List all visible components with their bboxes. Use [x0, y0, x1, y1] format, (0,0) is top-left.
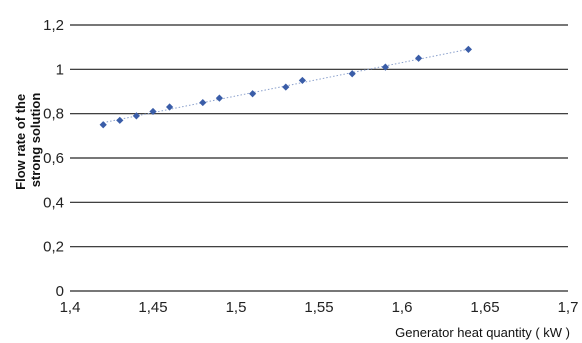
data-point: [215, 94, 223, 102]
data-point: [199, 98, 207, 107]
data-points: [99, 45, 472, 129]
y-tick-label: 1,2: [43, 17, 64, 34]
data-point: [415, 54, 423, 62]
grid-lines: [70, 24, 568, 292]
y-axis-title: Flow rate of the strong solution: [13, 90, 43, 190]
data-point: [99, 121, 107, 129]
data-point: [348, 70, 356, 78]
data-point: [116, 116, 124, 124]
x-tick-label: 1,55: [304, 299, 333, 316]
x-tick-label: 1,65: [470, 299, 499, 316]
y-tick-labels: 0 0,2 0,4 0,6 0,8 1 1,2: [43, 17, 64, 300]
y-tick-label: 0,8: [43, 106, 64, 123]
data-point: [298, 76, 306, 85]
x-tick-label: 1,6: [392, 299, 413, 316]
data-point: [464, 45, 472, 53]
y-tick-label: 0,4: [43, 194, 64, 211]
x-tick-label: 1,7: [558, 299, 579, 316]
y-tick-label: 0: [56, 283, 64, 300]
data-point: [249, 90, 257, 98]
x-tick-label: 1,5: [226, 299, 247, 316]
x-tick-label: 1,4: [60, 299, 81, 316]
data-point: [166, 103, 174, 111]
data-point: [381, 63, 389, 71]
data-point: [282, 83, 290, 91]
y-tick-label: 1: [56, 61, 64, 78]
y-tick-label: 0,2: [43, 239, 64, 256]
x-axis-title: Generator heat quantity ( kW ): [395, 325, 570, 340]
y-axis-title-line-2: strong solution: [28, 93, 43, 188]
data-point: [149, 107, 157, 116]
y-axis-title-line-1: Flow rate of the: [13, 94, 28, 190]
data-point: [132, 112, 140, 120]
x-tick-labels: 1,4 1,45 1,5 1,55 1,6 1,65 1,7: [60, 299, 579, 316]
y-tick-label: 0,6: [43, 150, 64, 167]
x-tick-label: 1,45: [138, 299, 167, 316]
